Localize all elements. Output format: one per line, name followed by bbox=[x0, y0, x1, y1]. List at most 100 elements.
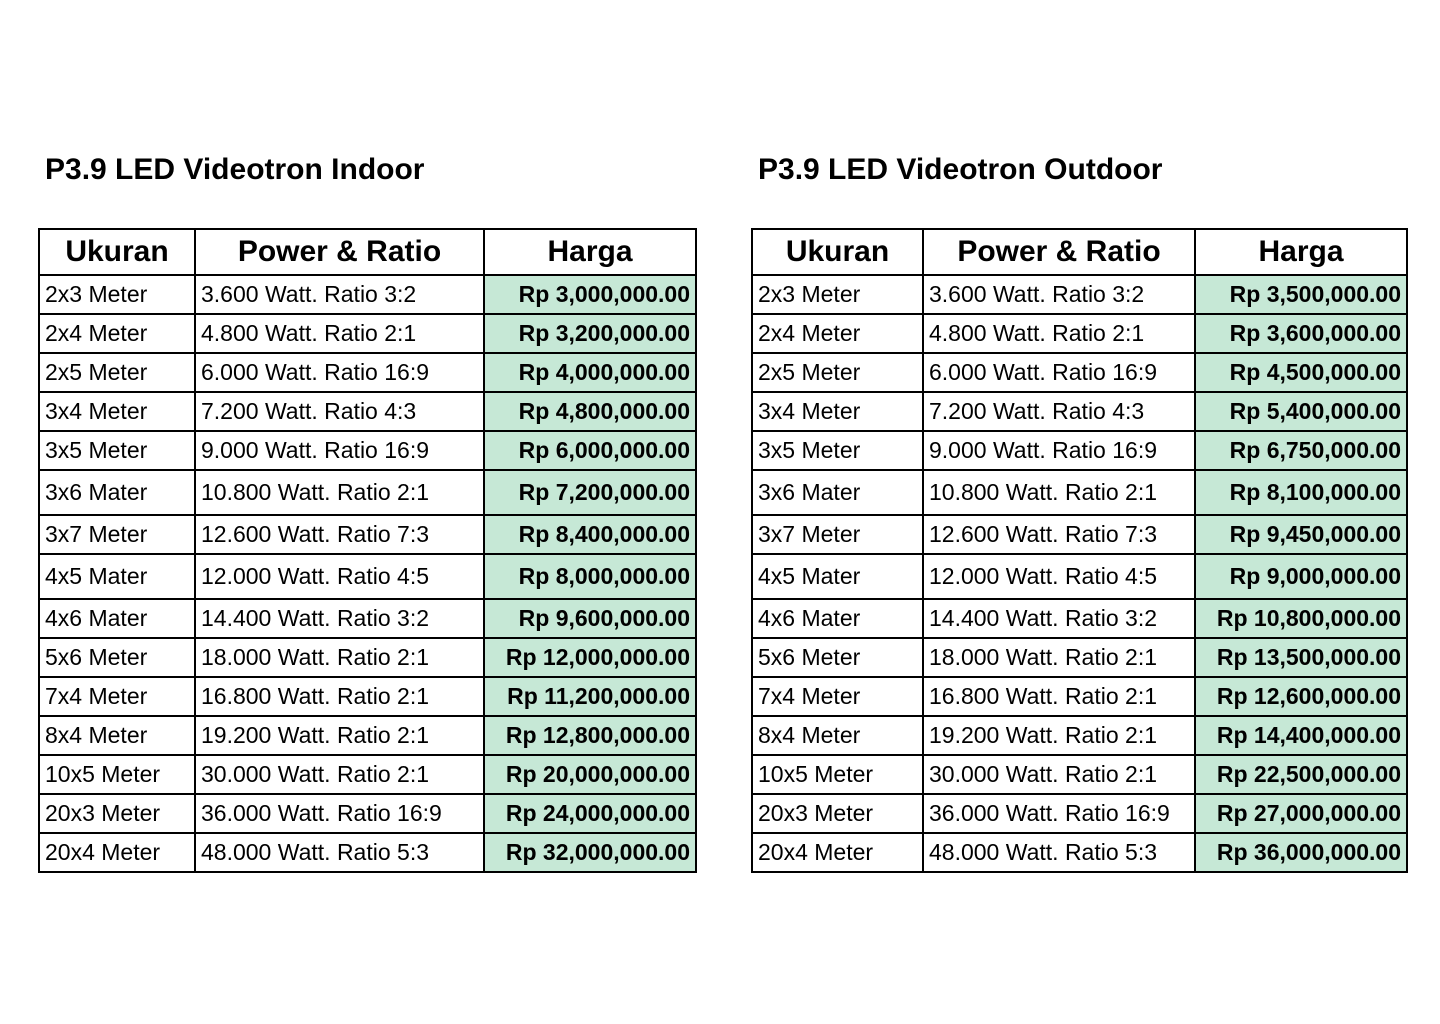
power-ratio-cell: 3.600 Watt. Ratio 3:2 bbox=[922, 274, 1196, 315]
power-ratio-cell: 12.600 Watt. Ratio 7:3 bbox=[922, 514, 1196, 555]
indoor-table-title: P3.9 LED Videotron Indoor bbox=[45, 153, 425, 186]
size-cell: 4x6 Mater bbox=[751, 598, 924, 639]
size-cell: 4x5 Mater bbox=[38, 553, 196, 600]
power-ratio-cell: 10.800 Watt. Ratio 2:1 bbox=[922, 469, 1196, 516]
table-row: 5x6 Meter 18.000 Watt. Ratio 2:1 Rp 12,000… bbox=[38, 637, 697, 678]
price-cell: Rp 12,000,000.00 bbox=[483, 637, 697, 678]
size-cell: 2x3 Meter bbox=[751, 274, 924, 315]
size-cell: 20x4 Meter bbox=[751, 832, 924, 873]
size-cell: 3x7 Meter bbox=[38, 514, 196, 555]
power-ratio-cell: 36.000 Watt. Ratio 16:9 bbox=[922, 793, 1196, 834]
power-ratio-cell: 18.000 Watt. Ratio 2:1 bbox=[194, 637, 485, 678]
power-ratio-cell: 3.600 Watt. Ratio 3:2 bbox=[194, 274, 485, 315]
indoor-price-section: P3.9 LED Videotron Indoor Ukuran Power &… bbox=[38, 150, 697, 873]
price-cell: Rp 11,200,000.00 bbox=[483, 676, 697, 717]
size-cell: 7x4 Meter bbox=[38, 676, 196, 717]
price-cell: Rp 4,800,000.00 bbox=[483, 391, 697, 432]
table-row: 3x4 Meter 7.200 Watt. Ratio 4:3 Rp 4,800,0… bbox=[38, 391, 697, 432]
price-cell: Rp 7,200,000.00 bbox=[483, 469, 697, 516]
power-ratio-cell: 30.000 Watt. Ratio 2:1 bbox=[194, 754, 485, 795]
size-cell: 2x4 Meter bbox=[751, 313, 924, 354]
price-cell: Rp 24,000,000.00 bbox=[483, 793, 697, 834]
price-cell: Rp 4,500,000.00 bbox=[1194, 352, 1408, 393]
table-row: 5x6 Meter 18.000 Watt. Ratio 2:1 Rp 13,500… bbox=[751, 637, 1408, 678]
column-header-price: Harga bbox=[1194, 228, 1408, 276]
size-cell: 20x3 Meter bbox=[38, 793, 196, 834]
table-row: 2x4 Meter 4.800 Watt. Ratio 2:1 Rp 3,600,0… bbox=[751, 313, 1408, 354]
table-header-row: Ukuran Power & Ratio Harga bbox=[751, 228, 1408, 276]
table-row: 8x4 Meter 19.200 Watt. Ratio 2:1 Rp 14,400… bbox=[751, 715, 1408, 756]
power-ratio-cell: 7.200 Watt. Ratio 4:3 bbox=[194, 391, 485, 432]
price-cell: Rp 3,600,000.00 bbox=[1194, 313, 1408, 354]
size-cell: 3x4 Meter bbox=[751, 391, 924, 432]
size-cell: 8x4 Meter bbox=[38, 715, 196, 756]
table-row: 7x4 Meter 16.800 Watt. Ratio 2:1 Rp 11,200… bbox=[38, 676, 697, 717]
price-cell: Rp 14,400,000.00 bbox=[1194, 715, 1408, 756]
power-ratio-cell: 30.000 Watt. Ratio 2:1 bbox=[922, 754, 1196, 795]
table-row: 2x5 Meter 6.000 Watt. Ratio 16:9 Rp 4,500,… bbox=[751, 352, 1408, 393]
column-header-power-ratio: Power & Ratio bbox=[194, 228, 485, 276]
price-cell: Rp 6,000,000.00 bbox=[483, 430, 697, 471]
size-cell: 3x7 Meter bbox=[751, 514, 924, 555]
table-header-row: Ukuran Power & Ratio Harga bbox=[38, 228, 697, 276]
power-ratio-cell: 6.000 Watt. Ratio 16:9 bbox=[194, 352, 485, 393]
table-row: 10x5 Meter 30.000 Watt. Ratio 2:1 Rp 20,00… bbox=[38, 754, 697, 795]
table-row: 8x4 Meter 19.200 Watt. Ratio 2:1 Rp 12,800… bbox=[38, 715, 697, 756]
price-cell: Rp 6,750,000.00 bbox=[1194, 430, 1408, 471]
power-ratio-cell: 4.800 Watt. Ratio 2:1 bbox=[922, 313, 1196, 354]
table-row: 3x4 Meter 7.200 Watt. Ratio 4:3 Rp 5,400,0… bbox=[751, 391, 1408, 432]
size-cell: 2x5 Meter bbox=[38, 352, 196, 393]
size-cell: 10x5 Meter bbox=[38, 754, 196, 795]
power-ratio-cell: 9.000 Watt. Ratio 16:9 bbox=[194, 430, 485, 471]
power-ratio-cell: 36.000 Watt. Ratio 16:9 bbox=[194, 793, 485, 834]
table-row: 2x4 Meter 4.800 Watt. Ratio 2:1 Rp 3,200,0… bbox=[38, 313, 697, 354]
size-cell: 5x6 Meter bbox=[751, 637, 924, 678]
table-row: 4x6 Mater 14.400 Watt. Ratio 3:2 Rp 10,800… bbox=[751, 598, 1408, 639]
size-cell: 7x4 Meter bbox=[751, 676, 924, 717]
price-cell: Rp 9,450,000.00 bbox=[1194, 514, 1408, 555]
table-row: 3x7 Meter 12.600 Watt. Ratio 7:3 Rp 8,400,… bbox=[38, 514, 697, 555]
size-cell: 20x3 Meter bbox=[751, 793, 924, 834]
price-cell: Rp 10,800,000.00 bbox=[1194, 598, 1408, 639]
size-cell: 3x5 Meter bbox=[751, 430, 924, 471]
price-cell: Rp 32,000,000.00 bbox=[483, 832, 697, 873]
power-ratio-cell: 16.800 Watt. Ratio 2:1 bbox=[194, 676, 485, 717]
power-ratio-cell: 19.200 Watt. Ratio 2:1 bbox=[194, 715, 485, 756]
size-cell: 3x6 Mater bbox=[751, 469, 924, 516]
price-cell: Rp 9,000,000.00 bbox=[1194, 553, 1408, 600]
table-row: 3x7 Meter 12.600 Watt. Ratio 7:3 Rp 9,450,… bbox=[751, 514, 1408, 555]
power-ratio-cell: 12.600 Watt. Ratio 7:3 bbox=[194, 514, 485, 555]
table-row: 2x3 Meter 3.600 Watt. Ratio 3:2 Rp 3,000,0… bbox=[38, 274, 697, 315]
outdoor-price-table: Ukuran Power & Ratio Harga 2x3 Meter 3.60… bbox=[751, 228, 1408, 873]
size-cell: 4x5 Mater bbox=[751, 553, 924, 600]
price-cell: Rp 27,000,000.00 bbox=[1194, 793, 1408, 834]
price-cell: Rp 8,000,000.00 bbox=[483, 553, 697, 600]
table-row: 3x5 Meter 9.000 Watt. Ratio 16:9 Rp 6,750,… bbox=[751, 430, 1408, 471]
table-row: 7x4 Meter 16.800 Watt. Ratio 2:1 Rp 12,600… bbox=[751, 676, 1408, 717]
power-ratio-cell: 12.000 Watt. Ratio 4:5 bbox=[194, 553, 485, 600]
power-ratio-cell: 14.400 Watt. Ratio 3:2 bbox=[194, 598, 485, 639]
table-row: 10x5 Meter 30.000 Watt. Ratio 2:1 Rp 22,50… bbox=[751, 754, 1408, 795]
power-ratio-cell: 18.000 Watt. Ratio 2:1 bbox=[922, 637, 1196, 678]
power-ratio-cell: 6.000 Watt. Ratio 16:9 bbox=[922, 352, 1196, 393]
table-row: 3x5 Meter 9.000 Watt. Ratio 16:9 Rp 6,000,… bbox=[38, 430, 697, 471]
table-row: 20x3 Meter 36.000 Watt. Ratio 16:9 Rp 27,0… bbox=[751, 793, 1408, 834]
price-cell: Rp 4,000,000.00 bbox=[483, 352, 697, 393]
indoor-table-body: 2x3 Meter 3.600 Watt. Ratio 3:2 Rp 3,000,0… bbox=[38, 274, 697, 873]
price-cell: Rp 12,800,000.00 bbox=[483, 715, 697, 756]
size-cell: 2x4 Meter bbox=[38, 313, 196, 354]
price-cell: Rp 8,400,000.00 bbox=[483, 514, 697, 555]
power-ratio-cell: 19.200 Watt. Ratio 2:1 bbox=[922, 715, 1196, 756]
table-row: 4x5 Mater 12.000 Watt. Ratio 4:5 Rp 9,000,… bbox=[751, 553, 1408, 600]
table-row: 20x3 Meter 36.000 Watt. Ratio 16:9 Rp 24,0… bbox=[38, 793, 697, 834]
table-row: 20x4 Meter 48.000 Watt. Ratio 5:3 Rp 36,00… bbox=[751, 832, 1408, 873]
table-row: 4x5 Mater 12.000 Watt. Ratio 4:5 Rp 8,000,… bbox=[38, 553, 697, 600]
price-cell: Rp 36,000,000.00 bbox=[1194, 832, 1408, 873]
size-cell: 5x6 Meter bbox=[38, 637, 196, 678]
price-cell: Rp 13,500,000.00 bbox=[1194, 637, 1408, 678]
power-ratio-cell: 9.000 Watt. Ratio 16:9 bbox=[922, 430, 1196, 471]
price-cell: Rp 5,400,000.00 bbox=[1194, 391, 1408, 432]
size-cell: 8x4 Meter bbox=[751, 715, 924, 756]
power-ratio-cell: 16.800 Watt. Ratio 2:1 bbox=[922, 676, 1196, 717]
table-row: 4x6 Mater 14.400 Watt. Ratio 3:2 Rp 9,600,… bbox=[38, 598, 697, 639]
